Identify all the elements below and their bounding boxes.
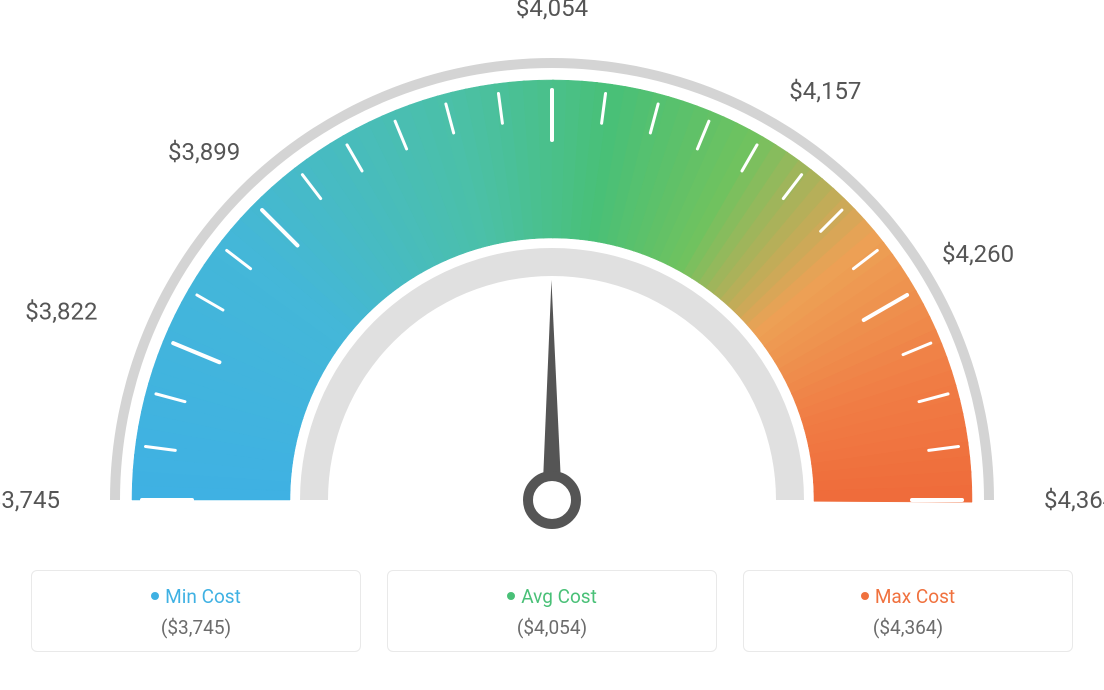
tick-label: $3,899 [168, 138, 240, 166]
tick-label: $4,157 [789, 77, 861, 105]
legend-title-avg: Avg Cost [398, 585, 706, 608]
legend-label: Avg Cost [521, 585, 597, 608]
legend-title-max: Max Cost [754, 585, 1062, 608]
legend-row: Min Cost ($3,745) Avg Cost ($4,054) Max … [0, 570, 1104, 652]
legend-value-max: ($4,364) [754, 616, 1062, 639]
needle-hub [528, 476, 576, 524]
dot-icon [861, 592, 869, 600]
needle [542, 280, 562, 502]
tick-label: $3,822 [25, 298, 97, 326]
legend-value-min: ($3,745) [42, 616, 350, 639]
dot-icon [151, 592, 159, 600]
legend-card-max: Max Cost ($4,364) [743, 570, 1073, 652]
legend-value-avg: ($4,054) [398, 616, 706, 639]
tick-label: $4,054 [516, 0, 588, 22]
legend-label: Max Cost [875, 585, 955, 608]
gauge-chart: $3,745 $3,822 $3,899 $4,054 $4,157 $4,260 $4,3… [0, 0, 1104, 560]
dot-icon [507, 592, 515, 600]
legend-label: Min Cost [165, 585, 241, 608]
legend-title-min: Min Cost [42, 585, 350, 608]
tick-label: $4,260 [942, 240, 1014, 268]
legend-card-min: Min Cost ($3,745) [31, 570, 361, 652]
tick-label: $3,745 [0, 486, 60, 514]
tick-label: $4,364 [1044, 486, 1104, 514]
gauge-svg: $3,745 $3,822 $3,899 $4,054 $4,157 $4,260 $4,3… [0, 0, 1104, 560]
legend-card-avg: Avg Cost ($4,054) [387, 570, 717, 652]
